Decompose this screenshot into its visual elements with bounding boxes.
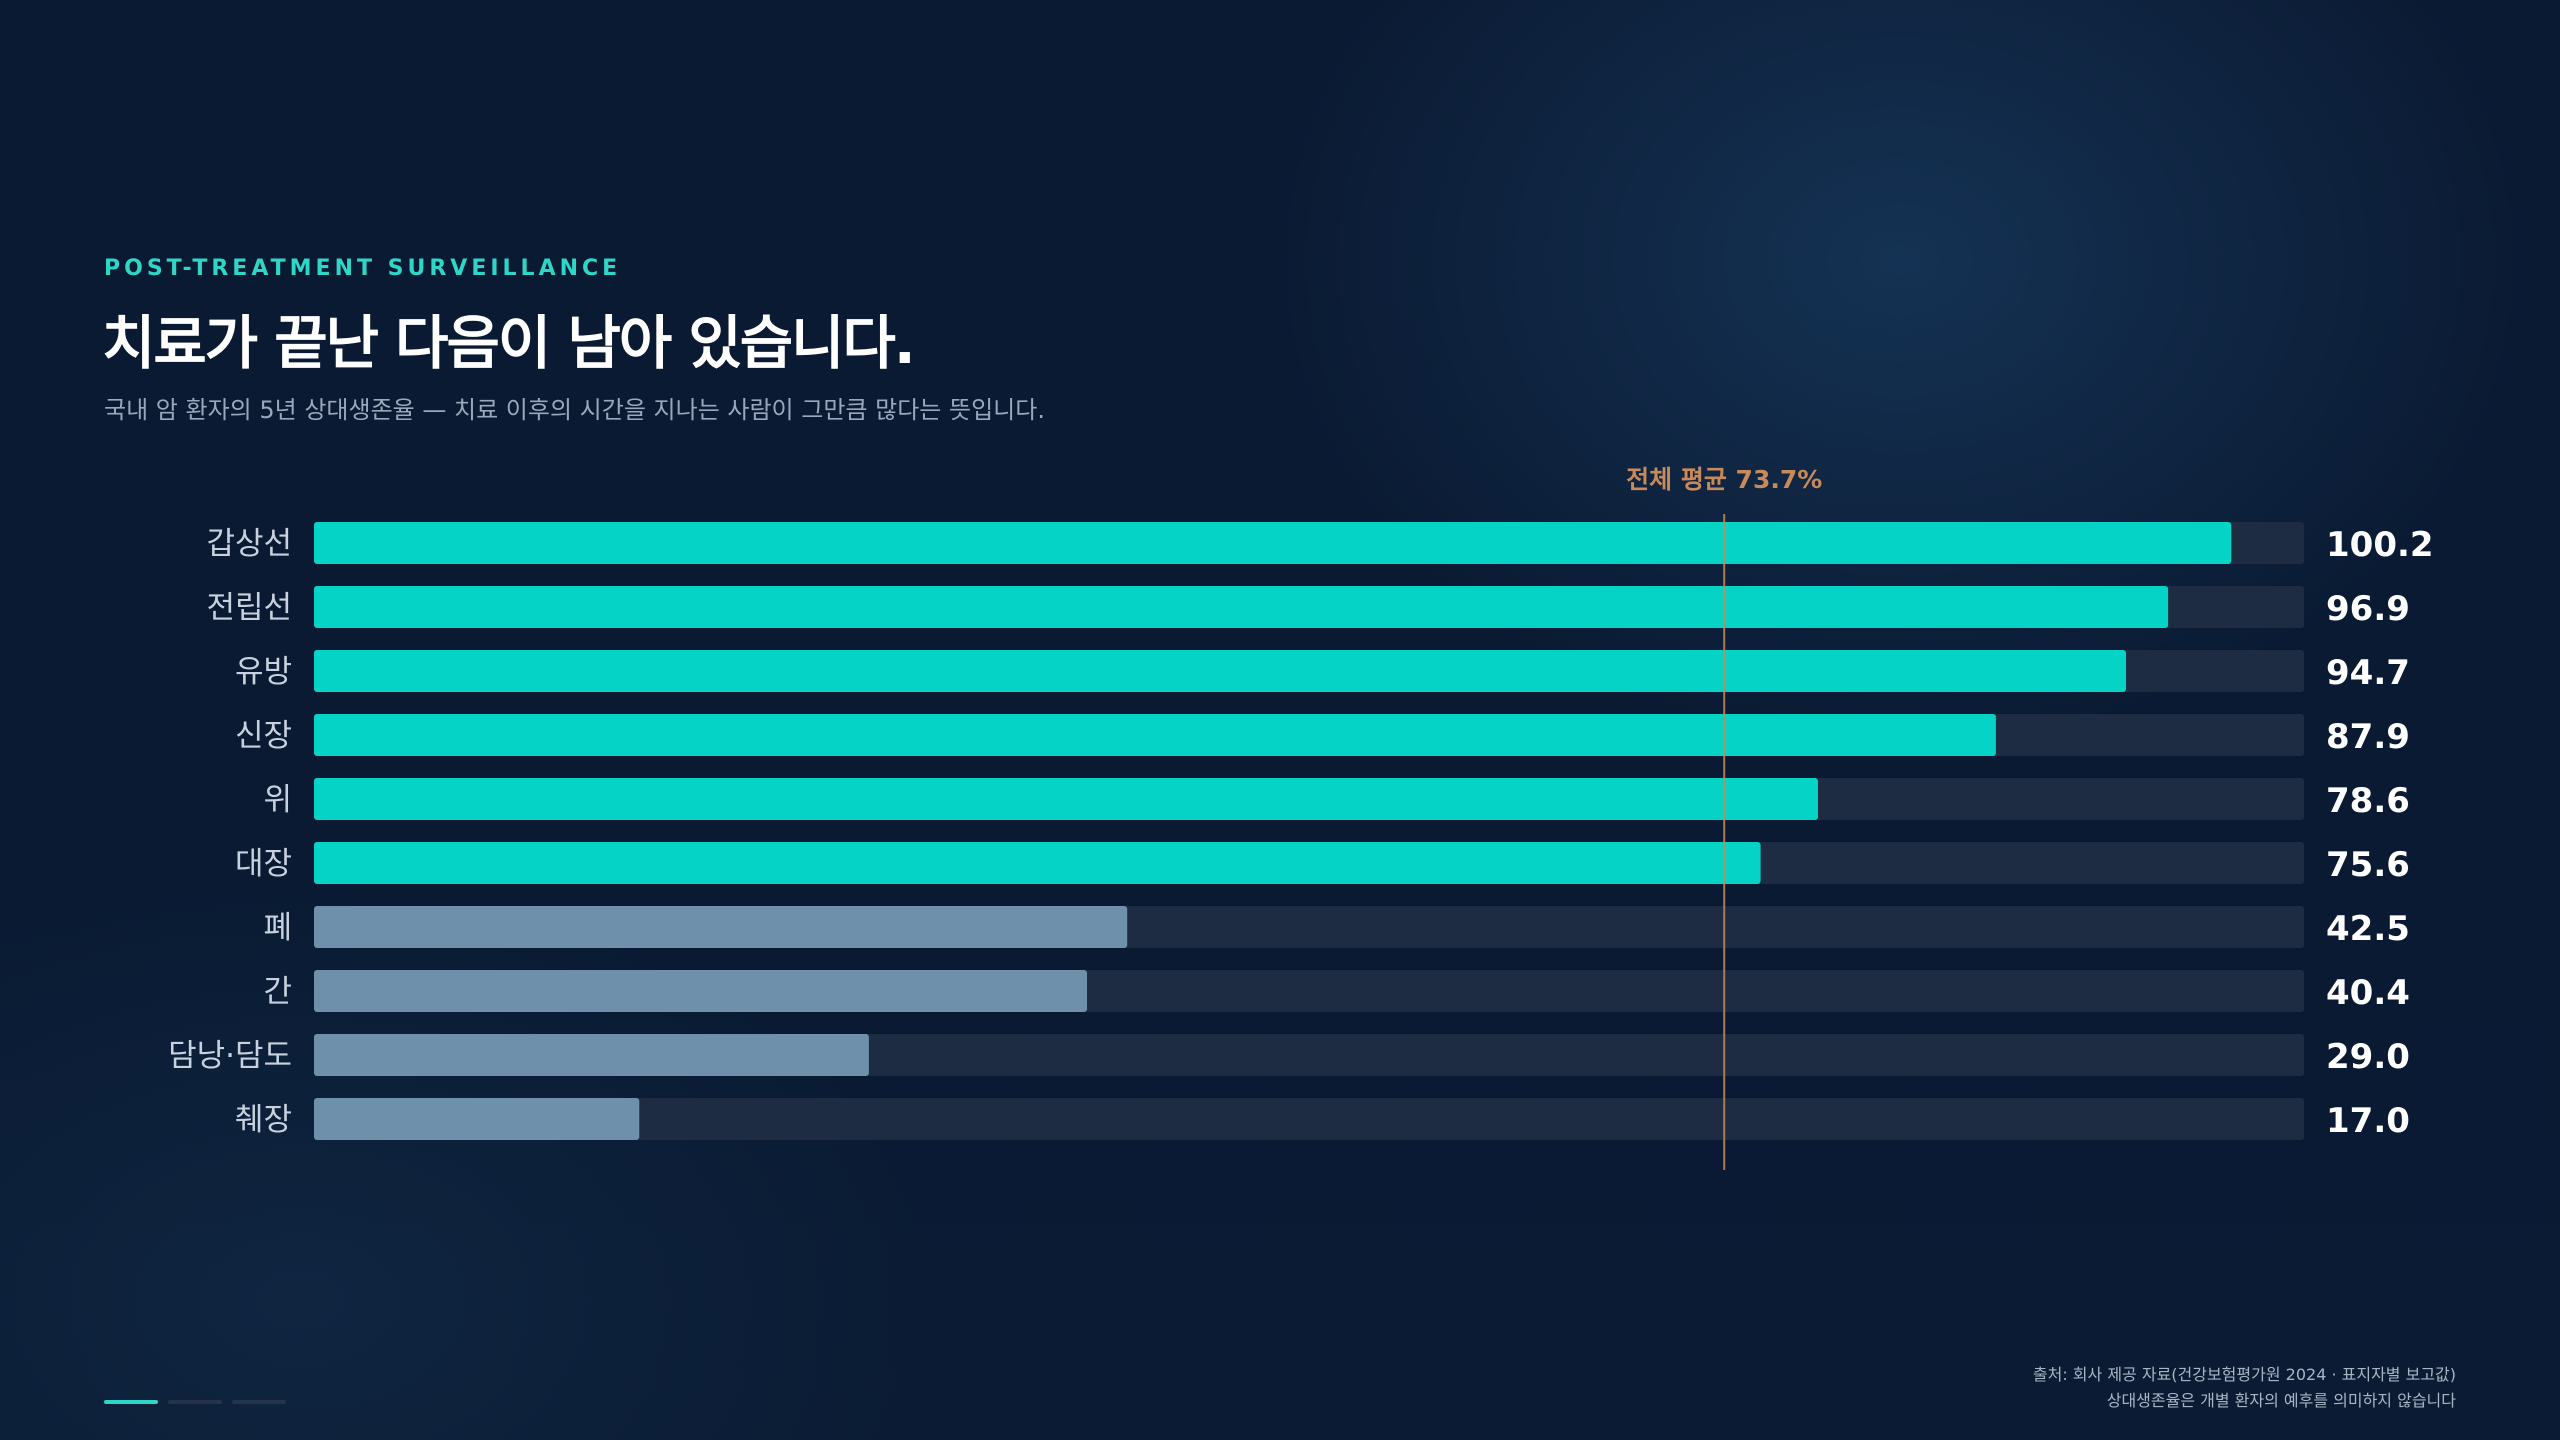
category-label: 담낭·담도 xyxy=(168,1038,292,1074)
page-title: 치료가 끝난 다음이 남아 있습니다. xyxy=(102,309,916,377)
bar-9 xyxy=(314,1098,640,1140)
value-label: 40.4 xyxy=(2326,973,2410,1013)
bar-2 xyxy=(314,650,2127,692)
value-label: 78.6 xyxy=(2326,781,2410,821)
value-label: 17.0 xyxy=(2326,1101,2410,1141)
category-label: 간 xyxy=(263,974,292,1010)
category-label: 위 xyxy=(263,782,292,818)
value-label: 42.5 xyxy=(2326,909,2410,949)
category-label: 갑상선 xyxy=(206,526,292,562)
value-label: 94.7 xyxy=(2326,653,2410,693)
source-note: 출처: 회사 제공 자료(건강보험평가원 2024 · 표지자별 보고값) xyxy=(2032,1365,2456,1384)
pager-dot-1[interactable] xyxy=(104,1400,158,1404)
bar-3 xyxy=(314,714,1996,756)
category-label: 전립선 xyxy=(206,590,292,626)
footer-notes: 출처: 회사 제공 자료(건강보험평가원 2024 · 표지자별 보고값) 상대… xyxy=(2033,1362,2456,1414)
pager-dot-3[interactable] xyxy=(232,1400,286,1404)
page-subtitle: 국내 암 환자의 5년 상대생존율 — 치료 이후의 시간을 지나는 사람이 그… xyxy=(104,396,1045,424)
value-label: 75.6 xyxy=(2326,845,2410,885)
bar-track xyxy=(314,1098,2304,1140)
category-label: 대장 xyxy=(235,846,292,882)
value-label: 29.0 xyxy=(2326,1037,2410,1077)
category-label: 폐 xyxy=(263,910,292,946)
category-label: 췌장 xyxy=(235,1102,292,1138)
bar-7 xyxy=(314,970,1088,1012)
eyebrow-label: POST-TREATMENT SURVEILLANCE xyxy=(104,256,622,281)
average-reference-label: 전체 평균 73.7% xyxy=(1626,465,1822,494)
category-label: 신장 xyxy=(235,718,292,754)
bar-6 xyxy=(314,906,1128,948)
bar-5 xyxy=(314,842,1761,884)
value-label: 100.2 xyxy=(2326,525,2434,565)
bar-0 xyxy=(314,522,2232,564)
bar-1 xyxy=(314,586,2169,628)
slide-pager xyxy=(104,1400,286,1404)
category-label: 유방 xyxy=(235,654,292,690)
value-label: 87.9 xyxy=(2326,717,2410,757)
bar-8 xyxy=(314,1034,869,1076)
bar-4 xyxy=(314,778,1818,820)
pager-dot-2[interactable] xyxy=(168,1400,222,1404)
value-label: 96.9 xyxy=(2326,589,2410,629)
disclaimer-note: 상대생존율은 개별 환자의 예후를 의미하지 않습니다 xyxy=(2106,1391,2456,1410)
